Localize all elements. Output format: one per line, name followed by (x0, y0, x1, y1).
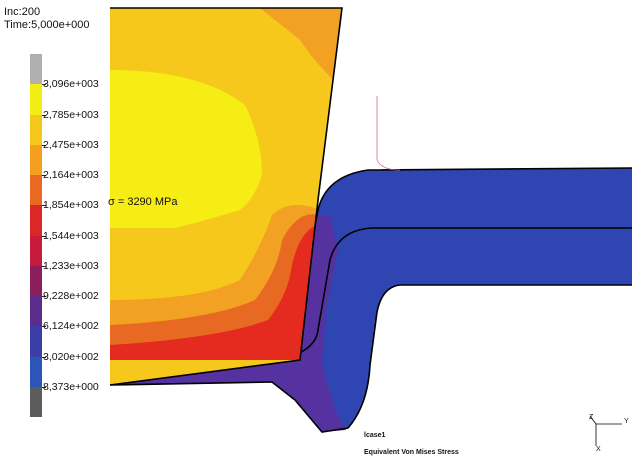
legend-tick-label: 1,233e+003 (43, 259, 99, 272)
legend-swatch (30, 175, 42, 206)
legend-tick-label: 6,124e+002 (43, 320, 99, 333)
increment-label: Inc:200 (4, 6, 41, 18)
legend-tick (42, 265, 46, 267)
legend-swatch (30, 296, 42, 327)
legend-swatch (30, 326, 42, 357)
legend-tick (42, 175, 46, 176)
y-axis-label: Y (624, 418, 629, 425)
legend-swatch (30, 265, 42, 296)
time-label: Time:5,000e+000 (4, 19, 90, 31)
legend-tick (42, 144, 46, 146)
legend-swatch (30, 144, 42, 175)
legend-swatch (30, 356, 42, 387)
stress-color-legend: 3,096e+003 2,785e+003 2,475e+003 2,164e+003… (30, 54, 112, 417)
legend-swatch (30, 54, 42, 85)
legend-tick (42, 356, 46, 358)
legend-tick-label: 2,785e+003 (43, 108, 99, 121)
legend-tick (42, 296, 46, 297)
legend-swatch (30, 84, 42, 115)
legend-tick-label: 8,373e+000 (43, 380, 99, 393)
reference-sketch (376, 96, 401, 171)
z-axis-label: Z (589, 414, 594, 421)
die-red-zone (110, 225, 318, 360)
legend-tick (42, 326, 46, 328)
legend-tick-label: 9,228e+002 (43, 290, 99, 302)
loadcase-label: lcase1 (364, 432, 386, 439)
x-axis-label: X (596, 446, 601, 453)
legend-tick (42, 84, 46, 86)
legend-tick-label: 1,854e+003 (43, 199, 99, 212)
legend-tick-label: 2,164e+003 (43, 169, 99, 181)
legend-swatch (30, 205, 42, 236)
legend-swatch (30, 386, 42, 417)
legend-tick-label: 1,544e+003 (43, 229, 99, 242)
die (110, 8, 342, 385)
legend-tick (42, 205, 46, 207)
coordinate-axes-icon (589, 415, 622, 446)
stress-annotation: σ = 3290 MPa (108, 196, 178, 208)
legend-tick (42, 386, 46, 388)
legend-tick-label: 3,020e+002 (43, 350, 99, 363)
die-outline (109, 7, 343, 386)
quantity-label: Equivalent Von Mises Stress (364, 449, 459, 456)
legend-swatch (30, 235, 42, 266)
legend-tick (42, 235, 46, 237)
legend-tick-label: 2,475e+003 (43, 138, 99, 151)
legend-swatch (30, 114, 42, 145)
increment-time-header: Inc:200 Time:5,000e+000 (4, 6, 90, 32)
die-yellow-core (110, 70, 262, 228)
legend-tick-label: 3,096e+003 (43, 78, 99, 91)
legend-tick (42, 114, 46, 116)
die-orange-corner (260, 8, 342, 95)
